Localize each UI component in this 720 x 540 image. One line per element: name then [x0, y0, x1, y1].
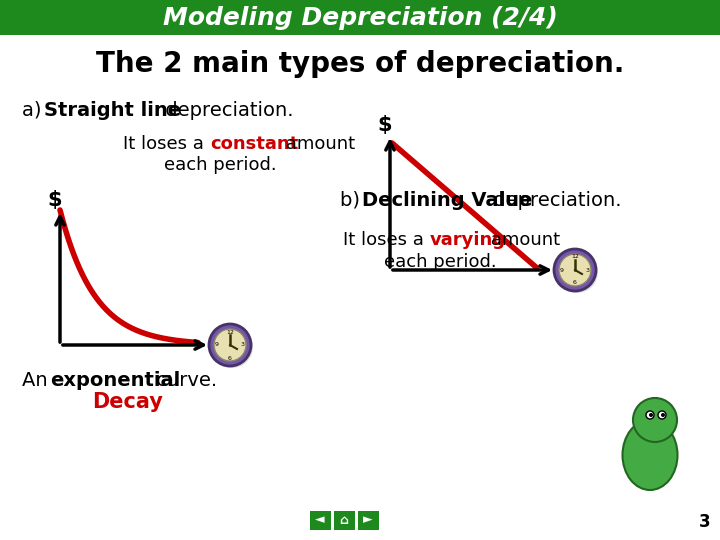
Circle shape — [554, 249, 596, 291]
Circle shape — [556, 251, 598, 293]
Text: curve.: curve. — [150, 370, 217, 389]
Text: 6: 6 — [573, 280, 577, 286]
Text: The 2 main types of depreciation.: The 2 main types of depreciation. — [96, 50, 624, 78]
Circle shape — [209, 324, 251, 366]
Circle shape — [658, 411, 666, 419]
FancyBboxPatch shape — [358, 510, 379, 530]
Circle shape — [211, 326, 253, 368]
Text: amount: amount — [485, 231, 560, 249]
Text: ⌂: ⌂ — [340, 514, 348, 526]
Text: constant: constant — [210, 135, 298, 153]
Text: b): b) — [340, 191, 366, 210]
Text: ◄: ◄ — [315, 514, 325, 526]
Text: 3: 3 — [699, 513, 711, 531]
Text: Modeling Depreciation (2/4): Modeling Depreciation (2/4) — [163, 6, 557, 30]
Text: 12: 12 — [571, 254, 579, 260]
Text: each period.: each period. — [384, 253, 496, 271]
Circle shape — [649, 413, 653, 417]
Text: $: $ — [48, 190, 62, 210]
FancyBboxPatch shape — [333, 510, 354, 530]
Text: 9: 9 — [560, 267, 564, 273]
Text: $: $ — [378, 115, 392, 135]
Text: Straight line: Straight line — [44, 100, 181, 119]
Circle shape — [559, 254, 591, 286]
Text: amount: amount — [280, 135, 355, 153]
Text: exponential: exponential — [50, 370, 180, 389]
Ellipse shape — [623, 420, 678, 490]
Text: 3: 3 — [241, 342, 245, 348]
FancyBboxPatch shape — [310, 510, 330, 530]
Circle shape — [214, 329, 246, 361]
Text: depreciation.: depreciation. — [487, 191, 621, 210]
Text: 3: 3 — [586, 267, 590, 273]
Text: varying: varying — [430, 231, 506, 249]
Text: 6: 6 — [228, 355, 232, 361]
Circle shape — [646, 411, 654, 419]
Text: a): a) — [22, 100, 48, 119]
Text: ►: ► — [363, 514, 373, 526]
Text: Declining Value: Declining Value — [362, 191, 532, 210]
Circle shape — [661, 413, 665, 417]
Text: It loses a: It loses a — [123, 135, 210, 153]
Bar — [0, 0, 720, 35]
Text: Decay: Decay — [92, 392, 163, 412]
Text: 9: 9 — [215, 342, 219, 348]
Text: 12: 12 — [226, 329, 234, 334]
Text: An: An — [22, 370, 54, 389]
Text: It loses a: It loses a — [343, 231, 430, 249]
Circle shape — [633, 398, 677, 442]
Text: each period.: each period. — [163, 156, 276, 174]
Text: depreciation.: depreciation. — [159, 100, 294, 119]
